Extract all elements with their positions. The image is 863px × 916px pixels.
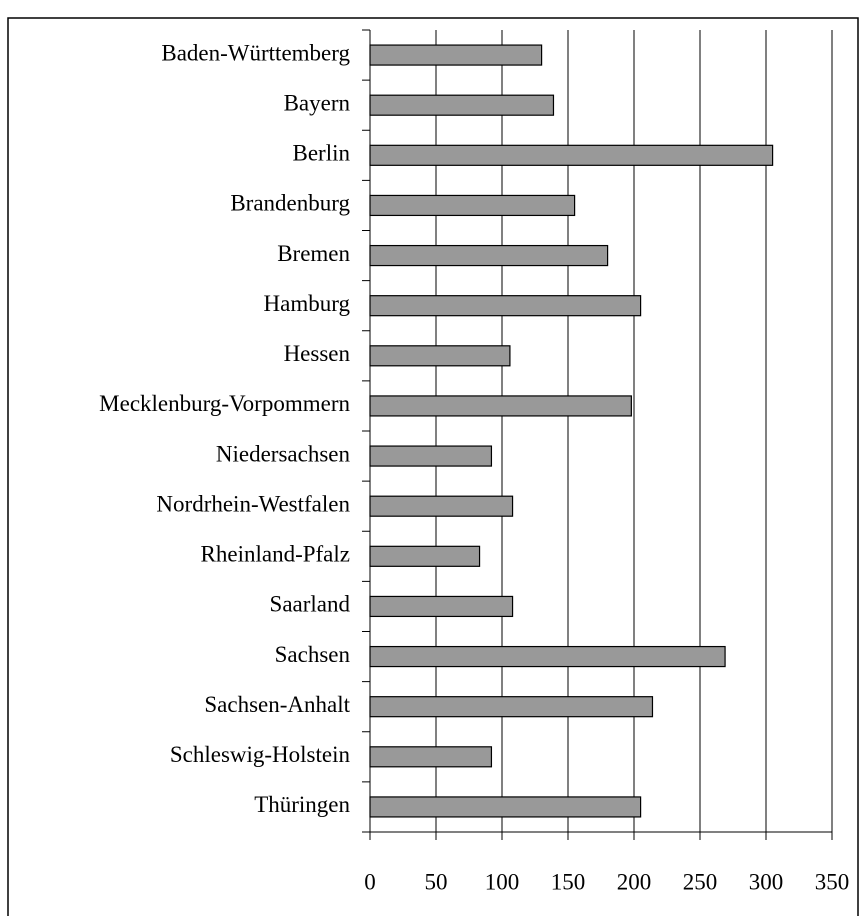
- y-tick-label: Sachsen: [275, 642, 351, 667]
- y-tick-label: Hessen: [284, 341, 351, 366]
- bar: [369, 495, 514, 517]
- x-tick-label: 100: [485, 869, 520, 894]
- y-tick-label: Sachsen-Anhalt: [204, 692, 350, 717]
- y-tick-label: Schleswig-Holstein: [170, 742, 351, 767]
- y-tick-label: Berlin: [293, 141, 351, 166]
- y-tick-label: Bayern: [284, 90, 351, 115]
- bar: [369, 345, 511, 367]
- y-tick-label: Rheinland-Pfalz: [201, 542, 350, 567]
- y-tick-label: Nordrhein-Westfalen: [156, 491, 350, 516]
- bar: [369, 395, 632, 417]
- bar: [369, 696, 654, 718]
- bar: [369, 244, 609, 267]
- bar: [369, 746, 493, 768]
- bar: [369, 194, 576, 217]
- x-tick-label: 50: [425, 869, 448, 894]
- chart-frame: [7, 17, 859, 916]
- x-tick-label: 300: [749, 869, 784, 894]
- y-tick-label: Saarland: [270, 592, 351, 617]
- bar: [369, 295, 642, 317]
- x-tick-label: 0: [364, 869, 376, 894]
- y-tick-label: Thüringen: [254, 792, 350, 817]
- x-tick-label: 350: [815, 869, 850, 894]
- x-tick-label: 250: [683, 869, 718, 894]
- y-tick-label: Niedersachsen: [216, 441, 351, 466]
- bar: [369, 796, 642, 818]
- y-tick-label: Baden-Württemberg: [161, 40, 350, 65]
- bar: [369, 545, 481, 567]
- bar: [369, 445, 493, 467]
- y-tick-label: Bremen: [277, 241, 350, 266]
- bar: [369, 144, 774, 166]
- bar: [369, 645, 726, 668]
- bar: [369, 94, 555, 116]
- bar: [369, 595, 514, 618]
- y-tick-label: Mecklenburg-Vorpommern: [99, 391, 350, 416]
- y-tick-label: Brandenburg: [230, 191, 350, 216]
- bar: [369, 44, 543, 66]
- x-tick-label: 150: [551, 869, 586, 894]
- x-tick-label: 200: [617, 869, 652, 894]
- y-tick-label: Hamburg: [264, 291, 351, 316]
